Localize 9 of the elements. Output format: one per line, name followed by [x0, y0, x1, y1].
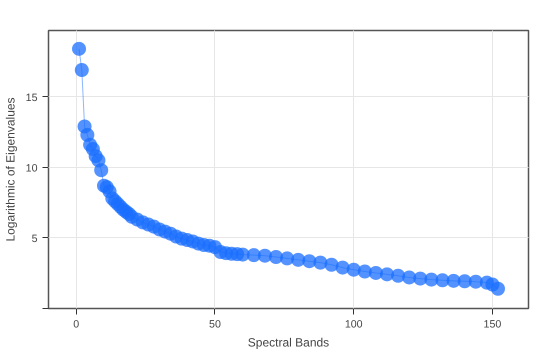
- x-tick-label: 0: [73, 318, 80, 330]
- y-tick-label: 10: [26, 162, 38, 174]
- x-tick-label: 150: [484, 318, 502, 330]
- y-tick-label: 5: [32, 232, 38, 245]
- x-tick-label: 100: [344, 318, 363, 330]
- y-tick-label: 15: [26, 92, 38, 104]
- x-tick-label: 50: [209, 318, 221, 330]
- x-axis-title: Spectral Bands: [248, 336, 330, 350]
- y-axis-title: Logarithmic of Eigenvalues: [4, 97, 18, 242]
